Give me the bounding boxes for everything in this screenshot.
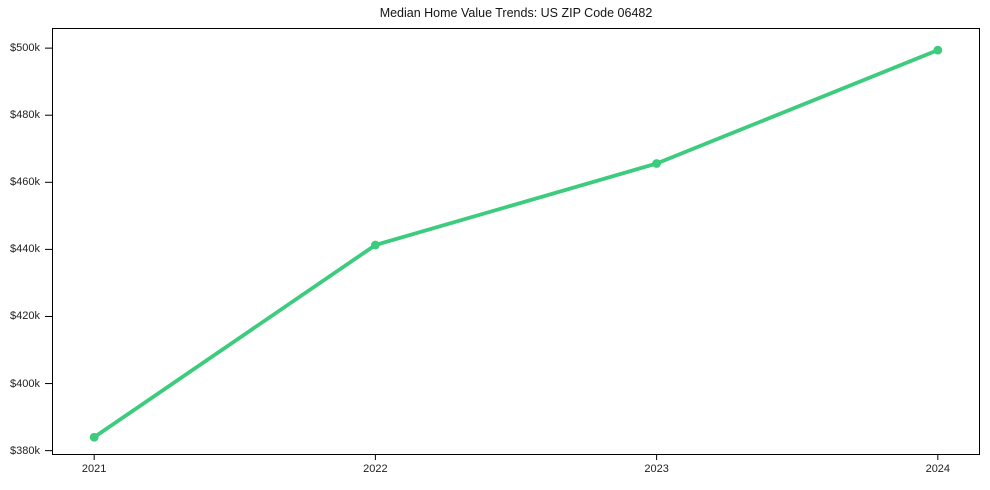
chart-title: Median Home Value Trends: US ZIP Code 06…: [379, 6, 653, 20]
y-tick-label: $420k: [10, 310, 40, 323]
x-tick-label: 2023: [644, 463, 669, 475]
x-tick-label: 2022: [363, 463, 388, 475]
trend-line: [92, 48, 940, 440]
x-tick-label: 2024: [925, 463, 951, 475]
data-point-marker: [370, 240, 380, 250]
y-tick-label: $480k: [10, 109, 40, 122]
y-tick-label: $440k: [10, 243, 40, 256]
y-tick-label: $500k: [10, 42, 40, 55]
y-tick-label: $380k: [10, 444, 40, 457]
plot-frame: [52, 28, 980, 455]
x-tick-label: 2021: [81, 463, 107, 475]
data-point-marker: [933, 45, 943, 55]
data-point-marker: [652, 159, 662, 168]
y-tick-label: $400k: [10, 377, 40, 390]
data-point-marker: [89, 432, 99, 442]
y-tick-label: $460k: [10, 176, 40, 189]
